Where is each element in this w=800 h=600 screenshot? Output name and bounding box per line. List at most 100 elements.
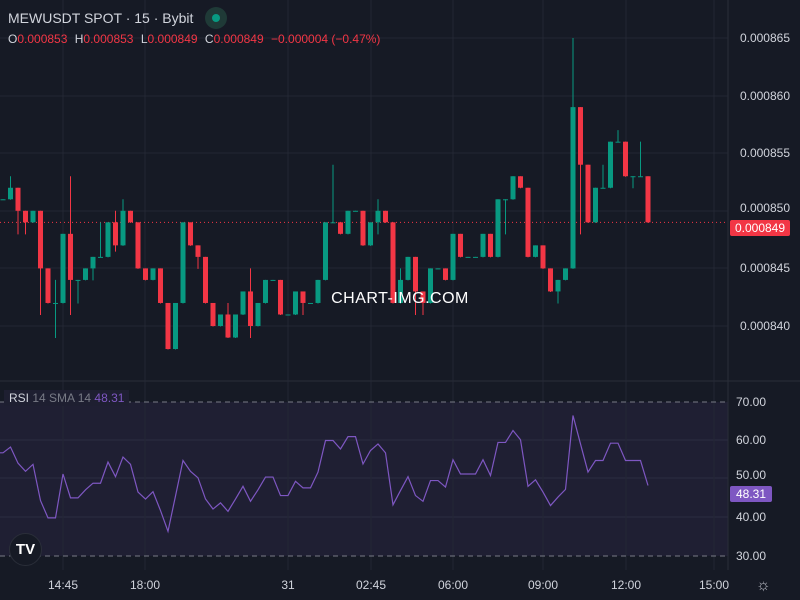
candle-body bbox=[278, 279, 283, 315]
time-tick: 14:45 bbox=[47, 578, 79, 592]
price-tick: 0.000850 bbox=[739, 201, 790, 215]
rsi-name: RSI bbox=[9, 391, 30, 405]
candle-body bbox=[315, 279, 321, 303]
candle-body bbox=[68, 233, 73, 280]
candle-body bbox=[405, 256, 411, 280]
candle-body bbox=[225, 314, 231, 338]
candle-body bbox=[428, 268, 433, 303]
change-value: −0.000004 (−0.47%) bbox=[271, 32, 381, 46]
rsi-legend[interactable]: RSI 14 SMA 14 48.31 bbox=[4, 390, 130, 406]
candle-body bbox=[300, 291, 306, 303]
low-label: L bbox=[140, 32, 148, 46]
candle-body bbox=[638, 176, 643, 178]
time-tick: 18:00 bbox=[129, 578, 161, 592]
candle-body bbox=[368, 222, 373, 246]
candle-body bbox=[488, 233, 493, 257]
time-tick: 15:00 bbox=[698, 578, 730, 592]
rsi-tick: 70.00 bbox=[735, 395, 766, 409]
market-status-icon bbox=[205, 7, 228, 29]
time-tick: 31 bbox=[281, 578, 295, 592]
candle-body bbox=[518, 176, 523, 188]
watermark: CHART-IMG.COM bbox=[331, 290, 469, 307]
candle-body bbox=[458, 233, 463, 257]
price-tick: 0.000860 bbox=[739, 89, 790, 103]
candle-body bbox=[540, 245, 546, 269]
candle-body bbox=[285, 314, 291, 316]
price-tick: 0.000865 bbox=[739, 31, 790, 45]
candle-body bbox=[563, 268, 568, 280]
candle-body bbox=[203, 256, 208, 303]
last-price-tag: 0.000849 bbox=[730, 220, 790, 236]
price-tick: 0.000845 bbox=[739, 261, 790, 275]
rsi-tick: 60.00 bbox=[735, 433, 766, 447]
candle-body bbox=[150, 268, 156, 280]
candle-body bbox=[555, 279, 561, 292]
rsi-band bbox=[0, 402, 728, 556]
candle-body bbox=[600, 187, 606, 189]
candle-body bbox=[383, 210, 388, 223]
candle-body bbox=[495, 199, 501, 257]
candle-body bbox=[135, 222, 141, 269]
close-label: C bbox=[204, 32, 214, 46]
candle-body bbox=[195, 245, 201, 257]
candle-body bbox=[330, 222, 336, 224]
candle-body bbox=[53, 302, 58, 304]
candle-body bbox=[533, 245, 538, 257]
candle-body bbox=[608, 141, 613, 188]
candle-body bbox=[248, 291, 253, 326]
candle-body bbox=[270, 279, 276, 281]
candle-body bbox=[375, 210, 381, 223]
candle-body bbox=[645, 176, 651, 223]
candle-body bbox=[218, 314, 223, 326]
candle-body bbox=[128, 210, 133, 223]
candle-body bbox=[0, 199, 6, 201]
candle-body bbox=[473, 256, 478, 258]
rsi-params: 14 SMA 14 bbox=[32, 391, 92, 405]
candle-body bbox=[60, 233, 66, 303]
candle-body bbox=[30, 210, 36, 223]
candle-body bbox=[593, 187, 598, 223]
candle-body bbox=[465, 256, 471, 258]
candle-body bbox=[98, 256, 103, 258]
candle-body bbox=[8, 187, 13, 200]
rsi-tick: 50.00 bbox=[735, 468, 766, 482]
candle-body bbox=[255, 302, 261, 326]
candle-body bbox=[338, 222, 343, 234]
candle-body bbox=[75, 279, 81, 281]
low-value: 0.000849 bbox=[147, 32, 198, 46]
candle-body bbox=[240, 291, 246, 315]
candle-body bbox=[173, 302, 178, 350]
high-label: H bbox=[74, 32, 84, 46]
candle-body bbox=[398, 279, 403, 303]
candle-body bbox=[548, 268, 553, 292]
candle-body bbox=[308, 302, 313, 304]
ohlc-legend: O0.000853 H0.000853 L0.000849 C0.000849 … bbox=[8, 32, 384, 46]
candle-body bbox=[120, 210, 126, 246]
candle-body bbox=[83, 268, 88, 280]
candle-body bbox=[210, 302, 216, 326]
tradingview-logo[interactable]: TV bbox=[9, 533, 42, 566]
open-label: O bbox=[8, 32, 18, 46]
symbol-header[interactable]: MEWUSDT SPOT · 15 · Bybit bbox=[8, 7, 228, 29]
candle-body bbox=[570, 107, 576, 269]
high-value: 0.000853 bbox=[83, 32, 134, 46]
candle-body bbox=[90, 256, 96, 269]
candle-body bbox=[503, 199, 508, 201]
candle-body bbox=[105, 222, 111, 257]
candle-body bbox=[578, 107, 583, 165]
candle-body bbox=[353, 210, 358, 212]
candle-body bbox=[510, 176, 516, 200]
candle-body bbox=[480, 233, 486, 257]
close-value: 0.000849 bbox=[213, 32, 264, 46]
candle-body bbox=[585, 164, 591, 223]
time-tick: 12:00 bbox=[610, 578, 642, 592]
candle-body bbox=[345, 210, 351, 234]
symbol-title: MEWUSDT SPOT · 15 · Bybit bbox=[8, 10, 194, 26]
candle-body bbox=[390, 222, 396, 303]
settings-sun-icon[interactable]: ☼ bbox=[756, 577, 771, 594]
candle-body bbox=[233, 314, 238, 338]
candle-body bbox=[630, 176, 636, 178]
candle-body bbox=[360, 210, 366, 246]
rsi-last-tag: 48.31 bbox=[730, 486, 772, 502]
